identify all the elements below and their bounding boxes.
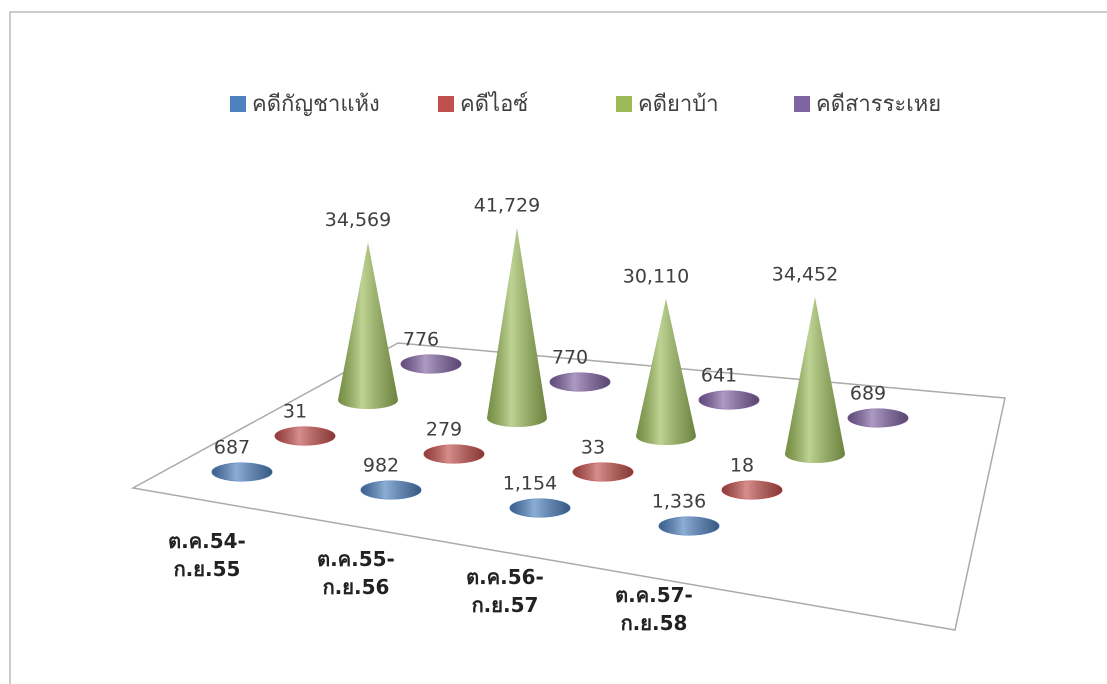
- cone-shade: [636, 298, 696, 445]
- cone: [211, 462, 273, 482]
- data-label: 776: [403, 329, 439, 351]
- legend-swatch: [616, 96, 632, 112]
- x-tick-label: ต.ค.54- ก.ย.55: [168, 529, 246, 581]
- x-tick-label: ต.ค.57- ก.ย.58: [615, 583, 693, 635]
- cone-shade: [699, 391, 759, 409]
- data-label: 1,154: [503, 473, 557, 495]
- cone: [360, 480, 422, 500]
- legend-swatch: [794, 96, 810, 112]
- legend-label: คดียาบ้า: [638, 92, 719, 117]
- data-label: 30,110: [623, 265, 689, 287]
- cone: [572, 462, 634, 482]
- floor: [130, 342, 1006, 631]
- cone-shade: [424, 445, 484, 463]
- legend-swatch: [438, 96, 454, 112]
- cone-shade: [573, 463, 633, 481]
- cone: [487, 228, 547, 427]
- cone-shade: [848, 409, 908, 427]
- cone-shade: [401, 355, 461, 373]
- cone-shade: [659, 517, 719, 535]
- cone: [509, 498, 571, 518]
- data-label: 1,336: [652, 491, 706, 513]
- legend-label: คดีสารระเหย: [816, 92, 941, 117]
- cone: [698, 390, 760, 410]
- cone: [847, 408, 909, 428]
- data-label: 33: [581, 437, 605, 459]
- data-label: 687: [214, 437, 250, 459]
- cone: [721, 480, 783, 500]
- cone: [636, 298, 696, 445]
- data-label: 279: [426, 419, 462, 441]
- data-label: 41,729: [474, 195, 540, 217]
- data-label: 18: [730, 455, 754, 477]
- cone-shade: [487, 228, 547, 427]
- data-label: 34,569: [325, 209, 391, 231]
- cone: [274, 426, 336, 446]
- data-label: 34,452: [772, 264, 838, 286]
- cone: [549, 372, 611, 392]
- legend-swatch: [230, 96, 246, 112]
- cone-shade: [785, 297, 845, 463]
- cone-shade: [338, 242, 398, 409]
- chart-border: [9, 11, 1107, 684]
- data-label: 770: [552, 347, 588, 369]
- cone: [785, 297, 845, 463]
- cone-shade: [510, 499, 570, 517]
- x-tick-label: ต.ค.56- ก.ย.57: [466, 565, 544, 617]
- data-label: 689: [850, 383, 886, 405]
- data-label: 31: [283, 401, 307, 423]
- cone-shade: [722, 481, 782, 499]
- x-tick-label: ต.ค.55- ก.ย.56: [317, 547, 395, 599]
- cone: [400, 354, 462, 374]
- legend-label: คดีไอซ์: [460, 91, 528, 117]
- cone-shade: [275, 427, 335, 445]
- data-label: 982: [363, 455, 399, 477]
- cone: [658, 516, 720, 536]
- cone-shade: [550, 373, 610, 391]
- legend-label: คดีกัญชาแห้ง: [252, 92, 380, 117]
- data-label: 641: [701, 365, 737, 387]
- cone: [338, 242, 398, 409]
- cone: [423, 444, 485, 464]
- cone-shade: [361, 481, 421, 499]
- cone-shade: [212, 463, 272, 481]
